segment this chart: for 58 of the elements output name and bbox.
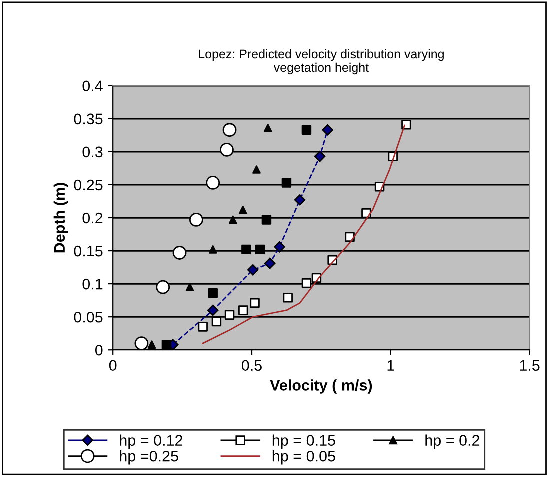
point: [264, 124, 272, 132]
point: [222, 123, 237, 138]
point: [208, 246, 218, 254]
point: [322, 124, 334, 136]
point: [220, 143, 234, 157]
point: [294, 194, 306, 206]
point: [255, 244, 266, 255]
point: [242, 244, 252, 255]
point: [302, 125, 312, 135]
x-tick-label: 0: [109, 360, 117, 372]
y-tick-label: 0.35: [74, 114, 103, 125]
point: [162, 340, 172, 350]
point: [274, 241, 286, 253]
point: [156, 280, 170, 294]
point: [186, 283, 194, 292]
point: [148, 340, 156, 349]
point: [302, 278, 312, 288]
y-axis-title: Depth (m): [54, 183, 68, 253]
point: [224, 310, 235, 320]
legend-label: hp = 0.2: [426, 434, 480, 450]
y-tick-label: 0.2: [82, 212, 103, 224]
point: [207, 304, 219, 316]
point: [198, 322, 208, 332]
point: [172, 246, 187, 260]
y-tick-label: 0.05: [74, 312, 103, 323]
y-tick-label: 0.4: [82, 80, 103, 92]
chart-title: Lopez: Predicted velocity distribution varying vegetation height: [199, 49, 444, 75]
x-tick-label: 0.5: [242, 360, 262, 372]
point: [264, 258, 276, 270]
point: [362, 208, 372, 218]
point: [189, 213, 204, 227]
point: [206, 176, 220, 190]
point: [283, 293, 293, 303]
point: [238, 306, 248, 316]
y-tick-label: 0.1: [82, 278, 103, 290]
point: [212, 316, 222, 327]
point: [134, 336, 149, 350]
point: [247, 264, 259, 276]
y-tick-label: 0.3: [82, 146, 103, 158]
x-axis-title: Velocity ( m/s): [270, 380, 372, 394]
point: [208, 288, 218, 298]
y-tick-label: 0.15: [74, 246, 103, 257]
legend-label: hp =0.25: [120, 450, 178, 465]
point: [252, 166, 261, 174]
x-tick-label: 1.5: [520, 360, 540, 372]
y-tick-label: 0.25: [74, 180, 103, 191]
point: [282, 178, 292, 188]
point: [262, 215, 272, 225]
legend-label: hp = 0.15: [272, 434, 336, 450]
x-tick-label: 1: [388, 360, 394, 371]
y-tick-label: 0: [95, 344, 103, 356]
point: [314, 150, 326, 162]
legend-label: hp = 0.05: [272, 450, 336, 465]
point: [402, 120, 412, 130]
point: [238, 206, 248, 214]
legend-label: hp = 0.12: [120, 434, 183, 450]
point: [228, 216, 238, 224]
point: [250, 298, 260, 308]
